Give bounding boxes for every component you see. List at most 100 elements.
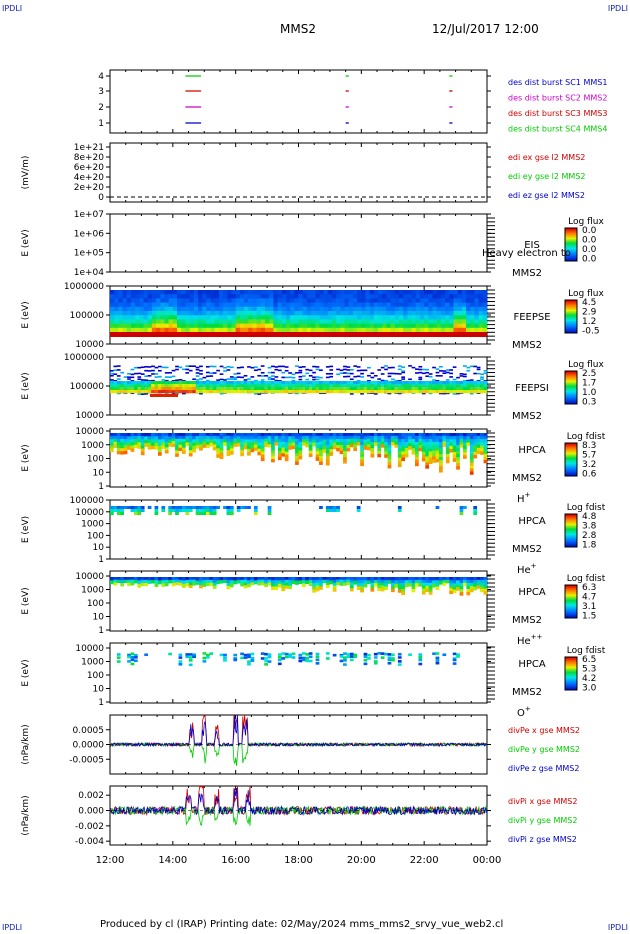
heatmap-cell (308, 435, 313, 440)
heatmap-cell (483, 588, 488, 592)
heatmap-cell (445, 290, 450, 295)
heatmap-cell (353, 580, 358, 585)
heatmap-cell (164, 384, 169, 388)
heatmap-cell (449, 302, 454, 308)
heatmap-cell (312, 577, 316, 581)
colorbar-cell (565, 375, 577, 377)
heatmap-cell (118, 298, 124, 304)
heatmap-cell (168, 319, 174, 325)
heatmap-cell (453, 294, 459, 299)
heatmap-cell (257, 436, 262, 440)
heatmap-cell (332, 579, 337, 584)
heatmap-cell (361, 290, 367, 295)
heatmap-cell (137, 580, 142, 585)
heatmap-cell (424, 294, 429, 299)
heatmap-cell (325, 577, 330, 581)
heatmap-cell (466, 315, 471, 320)
heatmap-cell (164, 298, 170, 304)
heatmap-cell (127, 433, 131, 437)
heatmap-cell (199, 438, 203, 443)
heatmap-cell (130, 439, 135, 443)
heatmap-cell (363, 577, 368, 581)
heatmap-cell (178, 381, 183, 385)
heatmap-cell (327, 323, 333, 329)
heatmap-cell (439, 463, 443, 467)
heatmap-cell (140, 384, 145, 388)
heatmap-cell (197, 327, 203, 333)
heatmap-cell (428, 327, 434, 333)
heatmap-cell (130, 448, 135, 452)
heatmap-cell (349, 372, 354, 375)
heatmap-cell (480, 579, 484, 584)
colorbar-cell (565, 460, 577, 462)
heatmap-cell (348, 298, 354, 304)
y-axis-label-feepsi: E (eV) (21, 372, 31, 399)
colorbar-cell (565, 675, 577, 677)
heatmap-cell (363, 446, 368, 450)
heatmap-cell (235, 323, 241, 329)
heatmap-cell (247, 366, 251, 368)
y-tick-label: 100 (87, 599, 104, 609)
heatmap-cell (127, 384, 131, 388)
heatmap-cell (264, 652, 268, 656)
heatmap-cell (239, 323, 245, 329)
heatmap-cell (185, 298, 191, 304)
heatmap-cell (473, 506, 478, 509)
heatmap-cell (421, 392, 426, 395)
heatmap-cell (130, 327, 136, 333)
heatmap-cell (177, 327, 182, 333)
heatmap-cell (302, 294, 308, 299)
heatmap-cell (206, 323, 212, 329)
heatmap-cell (223, 577, 227, 581)
heatmap-cell (432, 323, 438, 329)
heatmap-cell (260, 365, 265, 367)
heatmap-cell (327, 306, 333, 312)
heatmap-cell (425, 435, 430, 440)
heatmap-cell (212, 444, 217, 448)
heatmap-cell (322, 449, 327, 453)
heatmap-cell (442, 438, 447, 442)
heatmap-cell (116, 392, 121, 395)
heatmap-cell (353, 653, 358, 657)
heatmap-cell (271, 384, 275, 388)
heatmap-cell (123, 450, 128, 455)
heatmap-cell (260, 439, 265, 443)
heatmap-cell (133, 433, 138, 437)
heatmap-cell (394, 390, 399, 394)
heatmap-cell (480, 439, 484, 443)
heatmap-cell (408, 384, 412, 388)
heatmap-cell (209, 582, 214, 587)
heatmap-cell (315, 387, 320, 391)
heatmap-cell (195, 375, 200, 377)
heatmap-cell (397, 439, 402, 443)
heatmap-cell (397, 583, 402, 587)
colorbar-cell (565, 535, 577, 537)
heatmap-cell (147, 439, 152, 444)
heatmap-cell (188, 509, 193, 512)
heatmap-cell (474, 311, 480, 316)
heatmap-cell (463, 436, 467, 440)
heatmap-cell (391, 387, 395, 391)
heatmap-cell (370, 372, 375, 375)
heatmap-cell (216, 442, 220, 446)
heatmap-cell (339, 433, 344, 437)
heatmap-cell (177, 323, 182, 329)
heatmap-cell (127, 446, 131, 450)
y-tick-label: 10000 (75, 340, 104, 350)
colorbar-cell (565, 389, 577, 391)
heatmap-cell (288, 442, 292, 447)
heatmap-cell (469, 438, 474, 443)
heatmap-cell (256, 311, 262, 316)
heatmap-cell (473, 451, 478, 456)
heatmap-cell (415, 315, 421, 320)
heatmap-cell (120, 451, 125, 455)
heatmap-cell (407, 327, 413, 333)
x-tick-label: 22:00 (410, 855, 439, 866)
heatmap-cell (421, 577, 426, 581)
heatmap-cell (253, 392, 258, 395)
heatmap-cell (483, 438, 488, 443)
heatmap-cell (482, 327, 488, 333)
heatmap-cell (449, 436, 454, 440)
heatmap-cell (171, 380, 176, 382)
heatmap-cell (397, 451, 402, 455)
